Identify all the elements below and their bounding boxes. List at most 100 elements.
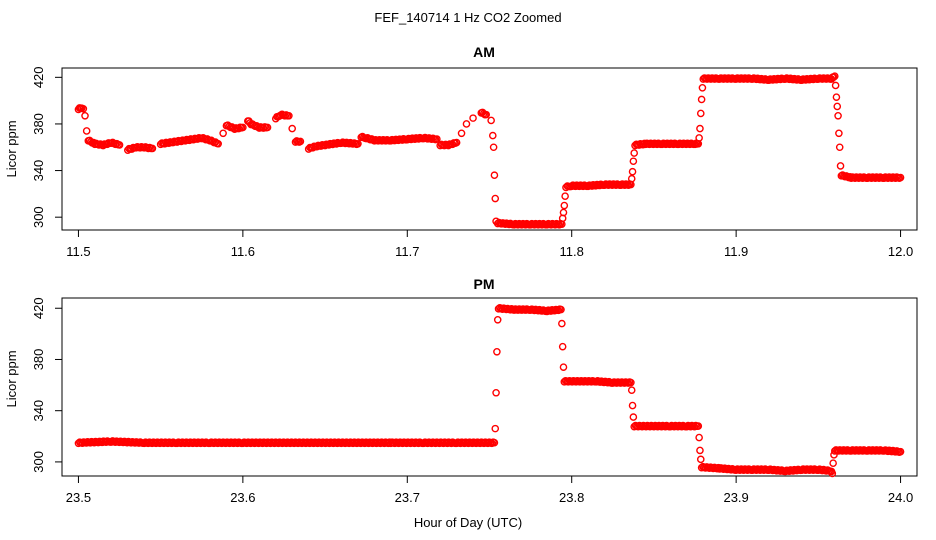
pm-y-tick-label: 380 [31,349,46,371]
pm-y-axis-label: Licor ppm [4,350,19,407]
pm-data-point [696,446,704,455]
am-data-point [239,123,247,132]
am-y-tick-label: 380 [31,113,46,135]
am-data-point [433,135,441,143]
am-x-tick-label: 11.8 [560,244,584,259]
am-data-point [214,139,222,148]
am-data-point [695,134,703,142]
pm-panel-title: PM [474,276,495,292]
am-data-point [561,192,569,200]
am-data-point [263,123,272,132]
am-data-point [82,127,91,135]
am-data-point [487,116,495,125]
am-data-series [74,72,905,229]
pm-y-axis: 300 340 380 420 [31,297,62,473]
pm-x-tick-label: 24.0 [888,490,913,505]
am-data-point [491,194,500,203]
am-data-point [835,129,843,138]
am-data-point [354,139,362,148]
am-data-point [836,162,845,170]
pm-data-point [891,448,900,456]
am-y-tick-label: 420 [31,66,46,88]
am-data-point [489,143,498,152]
pm-data-point [493,315,502,324]
pm-x-tick-label: 23.5 [66,490,91,505]
am-plot-frame [61,67,918,231]
am-data-point [457,129,466,138]
am-data-point [259,124,268,132]
am-x-tick-label: 11.6 [231,244,255,259]
pm-x-tick-label: 23.9 [723,490,748,505]
am-data-point [285,111,293,120]
am-data-point [559,208,568,217]
pm-data-point [558,319,566,328]
x-axis-label: Hour of Day (UTC) [414,515,522,530]
am-data-point [628,167,637,176]
am-data-point [560,201,569,210]
am-x-tick-label: 11.5 [66,244,90,259]
am-data-point [697,95,706,104]
pm-data-point [493,347,501,356]
am-data-point [488,131,497,140]
am-y-axis: 300 340 380 420 [31,66,62,228]
am-data-point [296,137,305,146]
am-x-axis: 11.5 11.6 11.7 11.8 11.9 12.0 [66,230,913,259]
am-data-point [830,72,839,80]
pm-data-series [74,304,905,478]
pm-data-point [559,363,568,371]
pm-data-point [828,469,837,478]
am-data-point [469,114,477,122]
am-x-tick-label: 11.7 [395,244,419,259]
am-data-point [81,111,89,120]
pm-data-point [695,433,703,442]
pm-data-point [629,413,638,421]
pm-data-point [491,424,500,433]
pm-x-tick-label: 23.8 [559,490,584,505]
pm-plot-frame [61,297,918,477]
am-x-tick-label: 11.9 [724,244,748,259]
pm-data-point [822,467,831,475]
am-data-point [79,104,88,113]
pm-data-point [694,422,703,430]
pm-data-point [490,438,499,447]
am-data-point [630,149,638,157]
pm-data-point [492,388,500,397]
am-data-point [896,173,905,182]
pm-data-point [696,455,705,464]
pm-data-point [558,342,567,351]
am-data-point [115,141,124,149]
am-data-point [835,143,844,152]
am-data-point [427,135,436,144]
pm-y-tick-label: 300 [31,451,46,473]
am-data-point [627,174,636,183]
pm-x-tick-label: 23.7 [395,490,420,505]
am-data-point [219,129,227,138]
pm-y-tick-label: 340 [31,400,46,422]
am-data-point [490,171,499,180]
figure-title: FEF_140714 1 Hz CO2 Zoomed [374,10,561,25]
am-data-point [833,102,842,111]
am-data-point [831,81,840,90]
am-data-point [629,157,638,166]
am-data-point [698,84,707,92]
am-data-point [834,111,842,120]
pm-data-point [557,305,565,314]
am-y-tick-label: 300 [31,206,46,228]
am-x-tick-label: 12.0 [888,244,913,259]
am-panel-title: AM [473,44,495,60]
pm-y-tick-label: 420 [31,297,46,319]
pm-data-point [896,447,905,456]
am-data-point [288,124,296,133]
am-data-point [829,73,838,81]
am-data-point [148,144,157,153]
pm-x-tick-label: 23.6 [230,490,255,505]
am-panel: AM Licor ppm 11.5 11.6 11.7 11.8 11.9 12.0 30… [4,44,918,259]
am-data-point [696,124,704,133]
pm-panel: PM Licor ppm 23.5 23.6 23.7 23.8 23.9 24.0 30… [4,276,918,505]
am-data-point [462,120,471,128]
pm-data-point [628,401,637,410]
am-data-point [452,138,461,147]
am-data-point [832,93,841,101]
am-y-tick-label: 340 [31,160,46,182]
